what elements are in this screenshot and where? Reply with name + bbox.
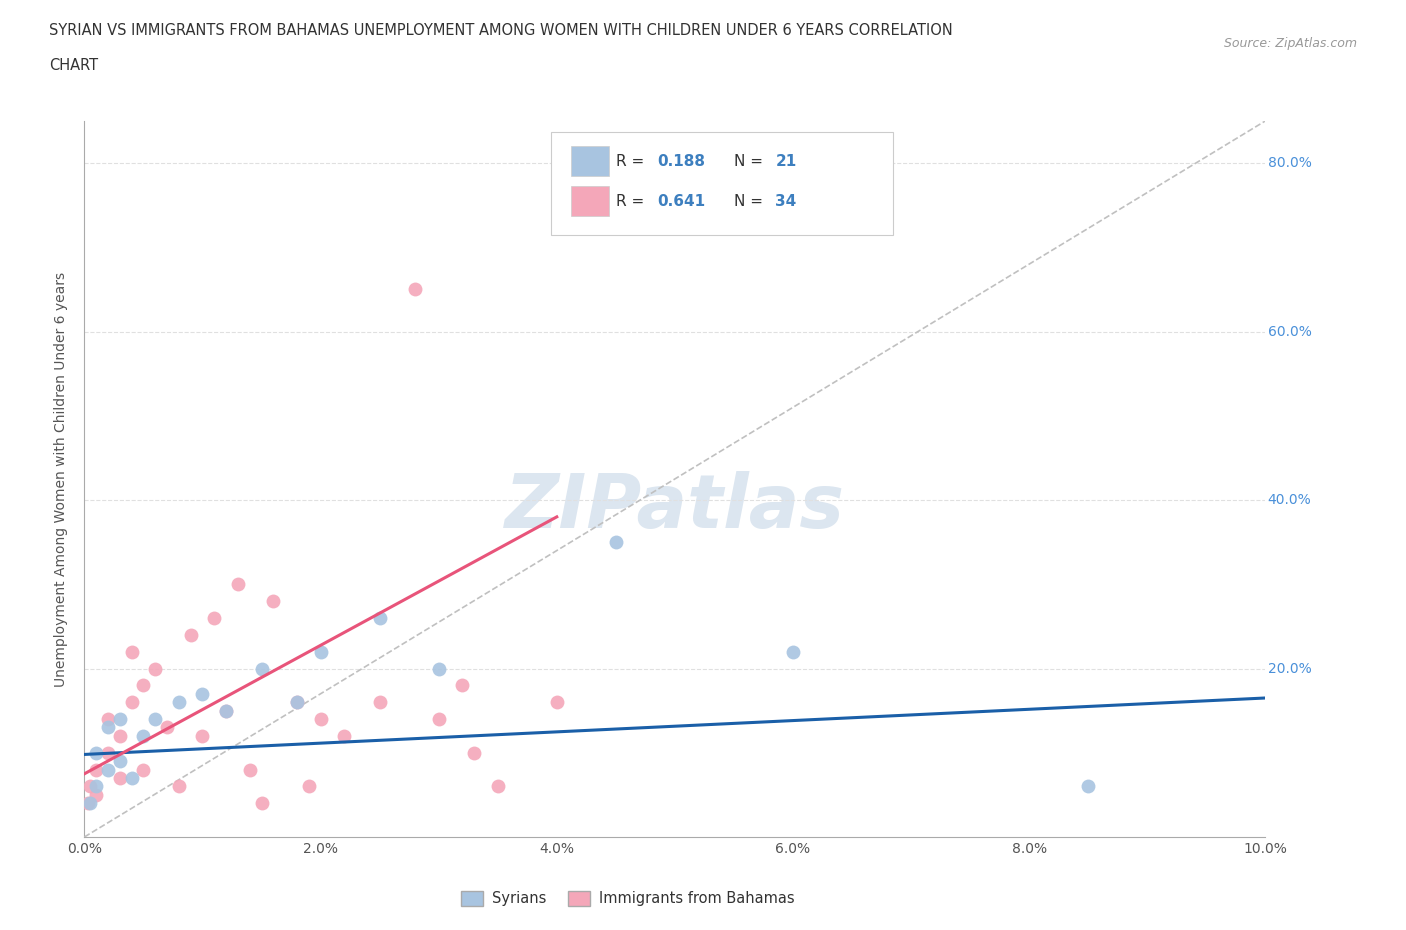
Point bbox=[226, 577, 249, 591]
Text: N =: N = bbox=[734, 153, 763, 168]
Point bbox=[108, 711, 131, 726]
Text: Source: ZipAtlas.com: Source: ZipAtlas.com bbox=[1223, 37, 1357, 50]
Point bbox=[97, 745, 120, 760]
Text: CHART: CHART bbox=[49, 58, 98, 73]
Legend: Syrians, Immigrants from Bahamas: Syrians, Immigrants from Bahamas bbox=[456, 885, 800, 912]
Point bbox=[132, 728, 155, 743]
Point bbox=[309, 711, 332, 726]
Point bbox=[132, 763, 155, 777]
Point bbox=[84, 779, 107, 794]
Point bbox=[368, 610, 391, 625]
Point bbox=[333, 728, 356, 743]
Point bbox=[262, 593, 284, 608]
Text: 40.0%: 40.0% bbox=[1268, 493, 1312, 507]
Point bbox=[108, 771, 131, 786]
Point bbox=[84, 763, 107, 777]
Point bbox=[156, 720, 179, 735]
Point bbox=[486, 779, 509, 794]
Text: 0.188: 0.188 bbox=[657, 153, 706, 168]
Point bbox=[285, 695, 308, 710]
Point bbox=[79, 796, 101, 811]
Point bbox=[250, 796, 273, 811]
Point bbox=[605, 535, 627, 550]
Text: N =: N = bbox=[734, 193, 763, 208]
Point bbox=[132, 678, 155, 693]
Point bbox=[463, 745, 485, 760]
Point bbox=[215, 703, 238, 718]
Text: 20.0%: 20.0% bbox=[1268, 661, 1312, 675]
Point bbox=[239, 763, 262, 777]
Point bbox=[167, 695, 190, 710]
Text: ZIPatlas: ZIPatlas bbox=[505, 472, 845, 544]
Point bbox=[97, 711, 120, 726]
Point bbox=[84, 745, 107, 760]
Text: 0.641: 0.641 bbox=[657, 193, 706, 208]
Point bbox=[143, 661, 166, 676]
Point bbox=[97, 763, 120, 777]
Text: 34: 34 bbox=[775, 193, 797, 208]
Text: R =: R = bbox=[616, 193, 644, 208]
Point bbox=[309, 644, 332, 659]
FancyBboxPatch shape bbox=[571, 146, 609, 176]
Point bbox=[167, 779, 190, 794]
Point bbox=[108, 753, 131, 768]
Point bbox=[427, 711, 450, 726]
Y-axis label: Unemployment Among Women with Children Under 6 years: Unemployment Among Women with Children U… bbox=[55, 272, 69, 686]
Point bbox=[191, 686, 214, 701]
Text: 60.0%: 60.0% bbox=[1268, 325, 1312, 339]
Text: 80.0%: 80.0% bbox=[1268, 156, 1312, 170]
Point bbox=[451, 678, 474, 693]
Point bbox=[97, 720, 120, 735]
Point bbox=[215, 703, 238, 718]
Point bbox=[79, 779, 101, 794]
Text: R =: R = bbox=[616, 153, 644, 168]
Point bbox=[1077, 779, 1099, 794]
Point bbox=[202, 610, 225, 625]
FancyBboxPatch shape bbox=[571, 186, 609, 216]
Point bbox=[285, 695, 308, 710]
Point bbox=[143, 711, 166, 726]
Point bbox=[180, 628, 202, 643]
Point bbox=[121, 771, 143, 786]
Point bbox=[250, 661, 273, 676]
Point bbox=[84, 788, 107, 803]
Point bbox=[121, 644, 143, 659]
Point bbox=[77, 796, 100, 811]
Point bbox=[298, 779, 321, 794]
Point bbox=[427, 661, 450, 676]
Point bbox=[546, 695, 568, 710]
Point bbox=[404, 282, 426, 297]
Point bbox=[782, 644, 804, 659]
Point bbox=[368, 695, 391, 710]
FancyBboxPatch shape bbox=[551, 132, 893, 235]
Point bbox=[108, 728, 131, 743]
Point bbox=[121, 695, 143, 710]
Text: SYRIAN VS IMMIGRANTS FROM BAHAMAS UNEMPLOYMENT AMONG WOMEN WITH CHILDREN UNDER 6: SYRIAN VS IMMIGRANTS FROM BAHAMAS UNEMPL… bbox=[49, 23, 953, 38]
Text: 21: 21 bbox=[775, 153, 797, 168]
Point bbox=[191, 728, 214, 743]
